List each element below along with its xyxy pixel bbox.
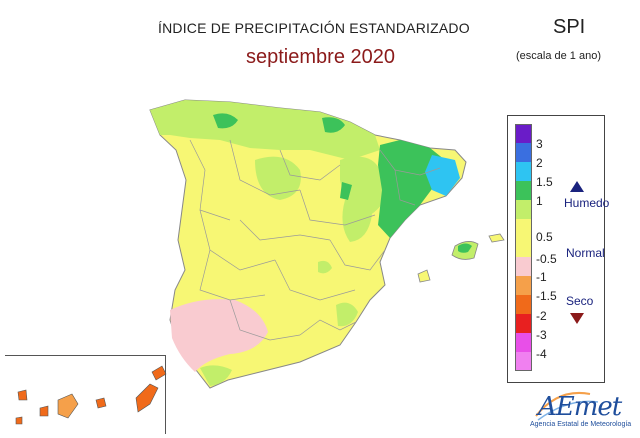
legend-swatch-normal <box>515 219 532 257</box>
andalusia-pink <box>170 299 268 372</box>
humid-arrow-icon <box>570 181 584 192</box>
northwest-green <box>213 113 238 129</box>
southcoast-green <box>200 365 232 386</box>
logo-caption: Agencia Estatal de Meteorología <box>530 421 632 428</box>
legend: 3 2 1.5 1 0.5 -0.5 -1 -1.5 -2 -3 -4 <box>507 115 605 383</box>
legend-swatch-1-5 <box>515 162 532 181</box>
north-band <box>150 100 380 160</box>
catalonia-blue <box>425 155 460 196</box>
legend-label: -4 <box>536 347 547 361</box>
menorca <box>488 233 505 243</box>
legend-swatch-minus-1 <box>515 276 532 295</box>
province-borders <box>189 139 441 341</box>
legend-swatch-minus-2 <box>515 314 532 333</box>
legend-swatch-minus-0-5 <box>515 257 532 276</box>
canary-inset-frame <box>5 355 166 434</box>
legend-label: 1.5 <box>536 175 553 189</box>
legend-label: 1 <box>536 194 543 208</box>
legend-swatch-2 <box>515 143 532 162</box>
legend-label: -0.5 <box>536 252 557 266</box>
legend-swatch-minus-3 <box>515 333 532 352</box>
legend-label: 0.5 <box>536 230 553 244</box>
legend-label: -1 <box>536 270 547 284</box>
legend-label: -3 <box>536 328 547 342</box>
dry-label: Seco <box>566 294 594 308</box>
north-green <box>322 117 345 133</box>
time-scale: (escala de 1 ano) <box>516 50 601 62</box>
humid-label: Humedo <box>564 196 610 210</box>
canary-islands <box>15 365 167 425</box>
legend-swatch-minus-1-5 <box>515 295 532 314</box>
dry-arrow-icon <box>570 313 584 324</box>
legend-swatch-1 <box>515 181 532 200</box>
map-title: ÍNDICE DE PRECIPITACIÓN ESTANDARIZADO <box>158 20 470 36</box>
aemet-logo <box>535 392 599 421</box>
legend-swatch-3 <box>515 124 532 143</box>
legend-label: 2 <box>536 156 543 170</box>
index-name: SPI <box>553 16 586 38</box>
center-blob <box>255 156 301 200</box>
southeast-green <box>336 302 358 327</box>
mallorca-green <box>458 243 472 253</box>
aragon-green <box>340 182 352 200</box>
ibiza <box>417 269 431 283</box>
normal-label: Normal <box>566 246 605 260</box>
legend-swatch-0-5 <box>515 200 532 219</box>
legend-label: -2 <box>536 309 547 323</box>
logo-text: AEmet <box>538 392 622 422</box>
legend-swatch-minus-4 <box>515 352 532 371</box>
madrid-green <box>318 260 332 274</box>
east-blob <box>342 199 372 242</box>
map-subtitle: septiembre 2020 <box>246 46 395 68</box>
legend-label: -1.5 <box>536 289 557 303</box>
legend-label: 3 <box>536 137 543 151</box>
